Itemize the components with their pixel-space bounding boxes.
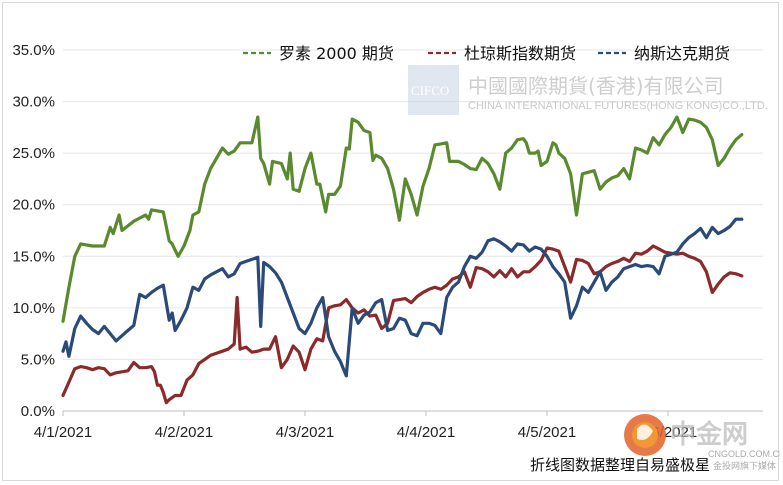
y-tick-label: 15.0% [12, 248, 55, 265]
cngold-site-suffix: 金投网旗下媒体 [713, 460, 776, 471]
y-tick-label: 30.0% [12, 94, 55, 111]
y-tick-label: 5.0% [21, 351, 55, 368]
y-tick-label: 0.0% [21, 403, 55, 420]
cngold-site-name: 中金网 [670, 419, 748, 450]
x-tick-label: 4/5/2021 [518, 424, 576, 441]
x-tick-label: 4/3/2021 [276, 424, 334, 441]
y-tick-label: 10.0% [12, 300, 55, 317]
cngold-logo-icon [624, 414, 666, 456]
x-tick-label: 4/1/2021 [34, 424, 92, 441]
legend-label: 罗素 2000 期货 [279, 44, 394, 63]
cngold-site-url: CNGOLD.COM.CN [708, 449, 780, 459]
series-lines [61, 115, 744, 405]
cifco-logo-text: CIFCO [411, 83, 449, 98]
y-tick-label: 35.0% [12, 42, 55, 59]
y-tick-label: 20.0% [12, 197, 55, 214]
data-source-note: 折线图数据整理自易盛极星 [530, 456, 710, 474]
line-chart: 0.0% 5.0% 10.0% 15.0% 20.0% 25.0% 30.0% 35.0% 4… [12, 42, 780, 474]
y-axis-ticks: 0.0% 5.0% 10.0% 15.0% 20.0% 25.0% 30.0% 35.0% [12, 42, 55, 420]
series-line-3 [61, 217, 744, 378]
series-line-2 [61, 244, 744, 405]
cifco-company-en: CHINA INTERNATIONAL FUTURES(HONG KONG)CO… [468, 100, 768, 112]
x-tick-label: 4/2/2021 [155, 424, 213, 441]
cifco-company-cn: 中國國際期貨(香港)有限公司 [468, 74, 724, 98]
y-tick-label: 25.0% [12, 145, 55, 162]
x-axis-ticks: 4/1/2021 4/2/2021 4/3/2021 4/4/2021 4/5/2021… [34, 411, 697, 441]
legend-label: 杜琼斯指数期货 [464, 44, 576, 63]
x-tick-label: 4/4/2021 [397, 424, 455, 441]
cifco-watermark: CIFCO 中國國際期貨(香港)有限公司 CHINA INTERNATIONAL… [408, 65, 768, 115]
cngold-watermark: 中金网 CNGOLD.COM.CN 金投网旗下媒体 [624, 414, 780, 471]
series-line-1 [61, 115, 744, 323]
chart-legend: 罗素 2000 期货 杜琼斯指数期货 纳斯达克期货 [243, 44, 730, 63]
legend-label: 纳斯达克期货 [634, 44, 730, 63]
